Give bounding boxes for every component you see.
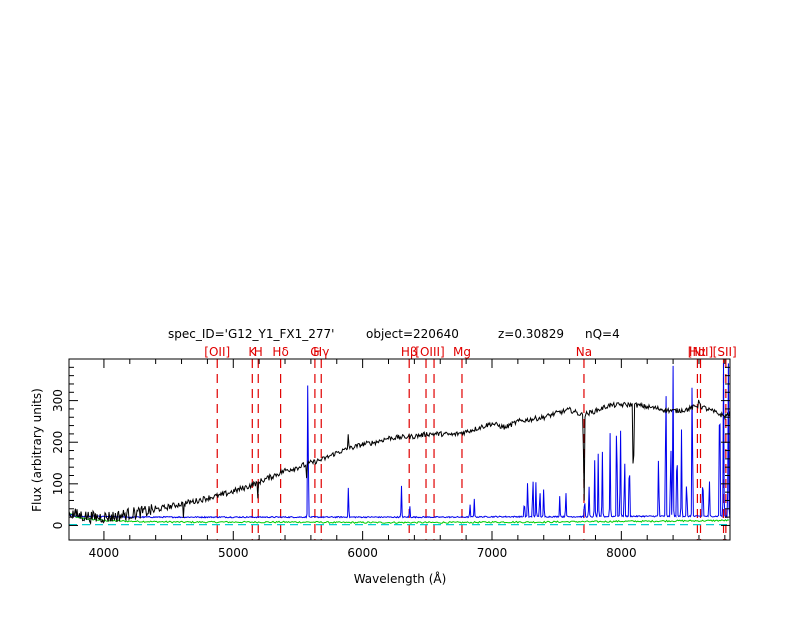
spectral-line-label: Mg <box>453 345 471 359</box>
object-spectrum-line <box>69 399 730 526</box>
x-tick-label: 4000 <box>89 546 120 560</box>
data-series <box>69 363 730 526</box>
error-spectrum-line <box>69 512 730 524</box>
x-tick-label: 8000 <box>606 546 637 560</box>
y-tick-label: 0 <box>51 522 65 530</box>
sky-spectrum-line <box>69 363 730 519</box>
spectral-line-label: [NII] <box>688 345 713 359</box>
spectral-line-label: Hδ <box>272 345 288 359</box>
header-object: object=220640 <box>366 327 459 341</box>
spectral-line-label: [OII] <box>204 345 230 359</box>
spectral-line-labels: [OII] KH Hδ GHγ Hβ[OIII] Mg Na Hα[NII] [SII] <box>204 345 736 359</box>
spectral-line-label: Na <box>576 345 592 359</box>
x-tick-label: 5000 <box>218 546 249 560</box>
spectral-line-label: [SII] <box>713 345 737 359</box>
spectral-line-label: G <box>310 345 319 359</box>
y-tick-label: 300 <box>51 389 65 412</box>
x-tick-label: 6000 <box>347 546 378 560</box>
header-spec-id: spec_ID='G12_Y1_FX1_277' <box>168 327 334 341</box>
spectral-line-label: H <box>254 345 263 359</box>
x-tick-label: 7000 <box>477 546 508 560</box>
plot-frame <box>68 358 731 541</box>
header-nq: nQ=4 <box>585 327 620 341</box>
spectral-line-markers <box>216 359 727 540</box>
spectral-line-label: K <box>248 345 257 359</box>
header-redshift: z=0.30829 <box>498 327 564 341</box>
spectral-line-label: Hα <box>689 345 706 359</box>
spectral-line-label: [OIII] <box>415 345 444 359</box>
spectral-line-label: Hβ <box>401 345 418 359</box>
spectral-line-label: Hγ <box>313 345 329 359</box>
axes: 4000 5000 6000 7000 8000 0 100 200 300 <box>51 358 731 560</box>
x-axis-label: Wavelength (Å) <box>354 571 447 586</box>
y-tick-label: 100 <box>51 472 65 495</box>
y-axis-label: Flux (arbitrary units) <box>30 388 44 512</box>
y-tick-label: 200 <box>51 431 65 454</box>
